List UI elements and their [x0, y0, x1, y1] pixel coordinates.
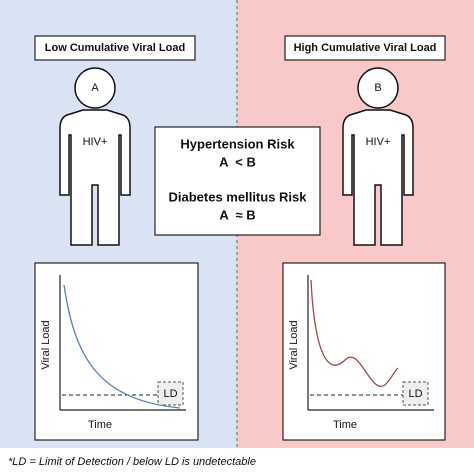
person-head [74, 67, 116, 109]
chart-box [282, 262, 446, 441]
viral-curve [63, 284, 181, 409]
person-label: B [374, 82, 381, 94]
ld-box [157, 381, 184, 406]
risk-title: Hypertension Risk [180, 136, 295, 151]
threshold-label: LD [408, 388, 422, 400]
status: HIV+ [83, 136, 108, 148]
person-head [357, 67, 399, 109]
x-label: Time [88, 419, 112, 431]
panel-label: Low Cumulative Viral Load [45, 42, 185, 54]
ld-box [402, 381, 429, 406]
threshold-label: LD [163, 388, 177, 400]
risk-relation: A ≈ B [219, 207, 255, 222]
person-label: A [91, 82, 99, 94]
risk-relation: A < B [219, 154, 256, 169]
y-label: Viral Load [288, 320, 300, 369]
person-body [59, 109, 131, 246]
x-label: Time [333, 419, 357, 431]
risk-title: Diabetes mellitus Risk [169, 189, 308, 204]
label-box [284, 35, 446, 61]
status: HIV+ [366, 136, 391, 148]
person-body [342, 109, 414, 246]
panel-label: High Cumulative Viral Load [294, 42, 437, 54]
label-box [34, 35, 196, 61]
footnote: *LD = Limit of Detection / below LD is u… [8, 456, 256, 468]
y-label: Viral Load [40, 320, 52, 369]
viral-curve [310, 279, 399, 387]
comparison-box [154, 126, 321, 236]
